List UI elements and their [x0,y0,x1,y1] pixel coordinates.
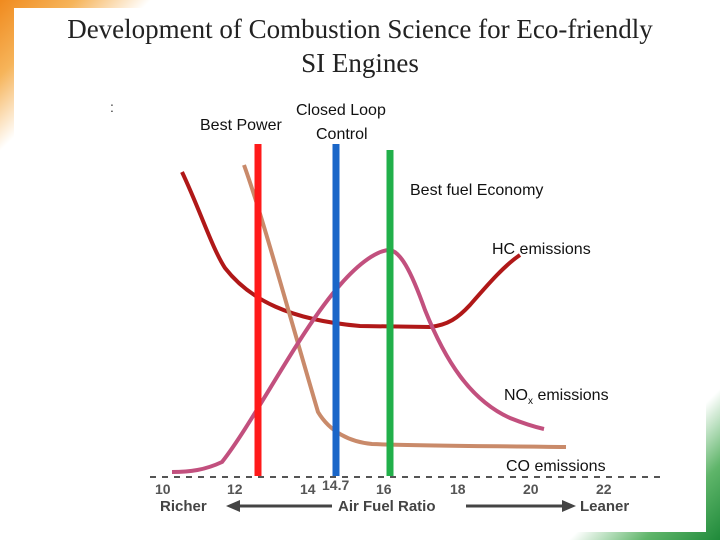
tick-12: 12 [227,481,243,497]
hc-label: HC emissions [492,241,591,258]
nox-label: NOx emissions [504,387,609,407]
slide-canvas [14,8,706,532]
best-economy-label: Best fuel Economy [410,182,543,199]
tick-16: 16 [376,481,392,497]
nox-prefix: NO [504,387,528,404]
axis-richer-label: Richer [160,498,207,515]
co-label: CO emissions [506,458,606,475]
tick-22: 22 [596,481,612,497]
nox-suffix: emissions [533,387,609,404]
tick-14-7: 14.7 [322,477,349,493]
axis-arrow-right-head [562,500,576,512]
co-curve [242,164,567,449]
axis-leaner-label: Leaner [580,498,629,515]
best-power-label: Best Power [200,117,282,134]
tick-14: 14 [300,481,316,497]
axis-title-label: Air Fuel Ratio [338,498,436,515]
title-line-2: SI Engines [301,48,419,78]
tick-18: 18 [450,481,466,497]
slide-title: Development of Combustion Science for Ec… [0,12,720,80]
closed-loop-label-1: Closed Loop [296,102,386,119]
title-line-1: Development of Combustion Science for Ec… [67,14,653,44]
tick-labels: 10 12 14 14.7 16 18 20 22 [155,477,612,497]
stray-mark: : [110,99,114,115]
closed-loop-label-2: Control [316,126,368,143]
tick-20: 20 [523,481,539,497]
hc-curve [180,171,522,330]
axis-arrow-left-head [226,500,240,512]
nox-subscript: x [528,396,533,407]
tick-10: 10 [155,481,171,497]
